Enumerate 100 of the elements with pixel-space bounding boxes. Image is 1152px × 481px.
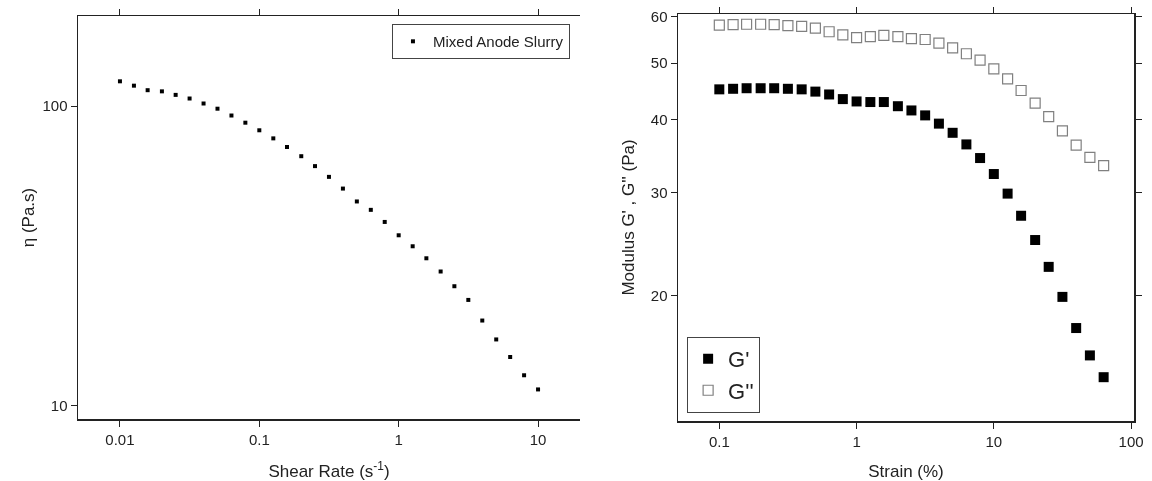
x-axis-title: Strain (%) xyxy=(868,462,944,481)
point xyxy=(741,83,752,94)
point xyxy=(988,63,1000,75)
x-tick-label: 0.1 xyxy=(708,432,730,450)
point xyxy=(257,128,262,133)
point xyxy=(728,83,739,94)
point xyxy=(1043,261,1054,272)
point xyxy=(313,164,318,169)
point xyxy=(1098,372,1109,383)
point xyxy=(466,297,471,302)
x-axis-title: Shear Rate (s$^{-1}$) xyxy=(268,458,390,481)
x-tick-label: 10 xyxy=(985,432,1003,450)
point xyxy=(837,29,849,41)
point xyxy=(285,144,289,149)
point xyxy=(727,19,739,31)
point xyxy=(368,207,373,212)
point xyxy=(961,139,972,150)
point xyxy=(933,118,944,129)
point xyxy=(494,337,499,342)
point xyxy=(892,31,904,43)
point xyxy=(1043,111,1055,123)
point xyxy=(796,20,808,33)
point xyxy=(187,96,192,101)
point xyxy=(229,113,234,118)
point xyxy=(131,83,136,88)
point xyxy=(173,92,178,97)
x-tick-label: 1 xyxy=(852,432,861,450)
point xyxy=(522,373,527,378)
point xyxy=(782,19,794,32)
y-tick-label: 60 xyxy=(650,8,668,26)
x-tick-label: 10 xyxy=(529,430,547,448)
point xyxy=(892,101,903,112)
legend-label: G'' xyxy=(728,378,754,404)
point xyxy=(837,94,848,105)
point xyxy=(850,32,863,44)
point xyxy=(988,169,999,180)
point xyxy=(299,154,304,159)
point xyxy=(1070,139,1082,151)
point xyxy=(974,54,986,66)
point xyxy=(851,96,862,107)
point xyxy=(878,97,889,108)
point xyxy=(755,83,766,94)
point xyxy=(878,29,890,41)
point xyxy=(864,31,876,43)
point xyxy=(769,83,780,94)
point xyxy=(906,105,917,116)
point xyxy=(920,110,931,121)
point xyxy=(933,37,945,49)
point xyxy=(947,127,958,138)
x-tick-label: 0.01 xyxy=(105,430,135,448)
point xyxy=(438,269,443,274)
point xyxy=(905,32,918,45)
point xyxy=(824,89,835,100)
point xyxy=(1029,97,1041,109)
point xyxy=(714,84,725,95)
point xyxy=(326,174,331,179)
point xyxy=(1071,323,1082,334)
point xyxy=(809,22,821,34)
point xyxy=(1084,350,1095,361)
point xyxy=(975,153,986,164)
point xyxy=(823,26,835,38)
point xyxy=(713,19,725,31)
point xyxy=(410,244,415,249)
point xyxy=(340,186,345,191)
point xyxy=(1015,84,1027,97)
legend-label: Mixed Anode Slurry xyxy=(432,33,564,51)
y-tick-label: 20 xyxy=(650,286,668,304)
point xyxy=(243,120,248,125)
y-tick-label: 50 xyxy=(650,54,668,72)
point xyxy=(947,42,959,54)
point xyxy=(354,199,359,204)
point xyxy=(480,318,485,323)
point xyxy=(1098,159,1110,172)
point xyxy=(919,33,931,46)
point xyxy=(1002,73,1014,85)
x-tick-label: 100 xyxy=(1118,432,1144,450)
y-axis-title: η (Pa.s) xyxy=(18,187,38,248)
point xyxy=(755,18,767,30)
point xyxy=(1002,188,1013,199)
point xyxy=(508,355,513,360)
point xyxy=(271,136,276,141)
y-tick-label: 40 xyxy=(650,111,668,129)
point xyxy=(117,79,122,84)
point xyxy=(1057,291,1068,302)
point xyxy=(382,219,387,224)
point xyxy=(768,19,780,31)
point xyxy=(396,233,401,238)
y-axis-title: Modulus G' , G'' (Pa) xyxy=(618,139,638,296)
x-tick-label: 1 xyxy=(394,430,403,448)
y-tick-label: 30 xyxy=(650,184,668,202)
point xyxy=(1030,235,1041,246)
point xyxy=(960,48,972,60)
point xyxy=(1016,210,1027,221)
point xyxy=(796,84,807,95)
point xyxy=(215,106,220,111)
point xyxy=(201,101,206,106)
point xyxy=(740,18,753,30)
point xyxy=(424,256,429,261)
point xyxy=(145,88,150,93)
point xyxy=(782,83,793,94)
